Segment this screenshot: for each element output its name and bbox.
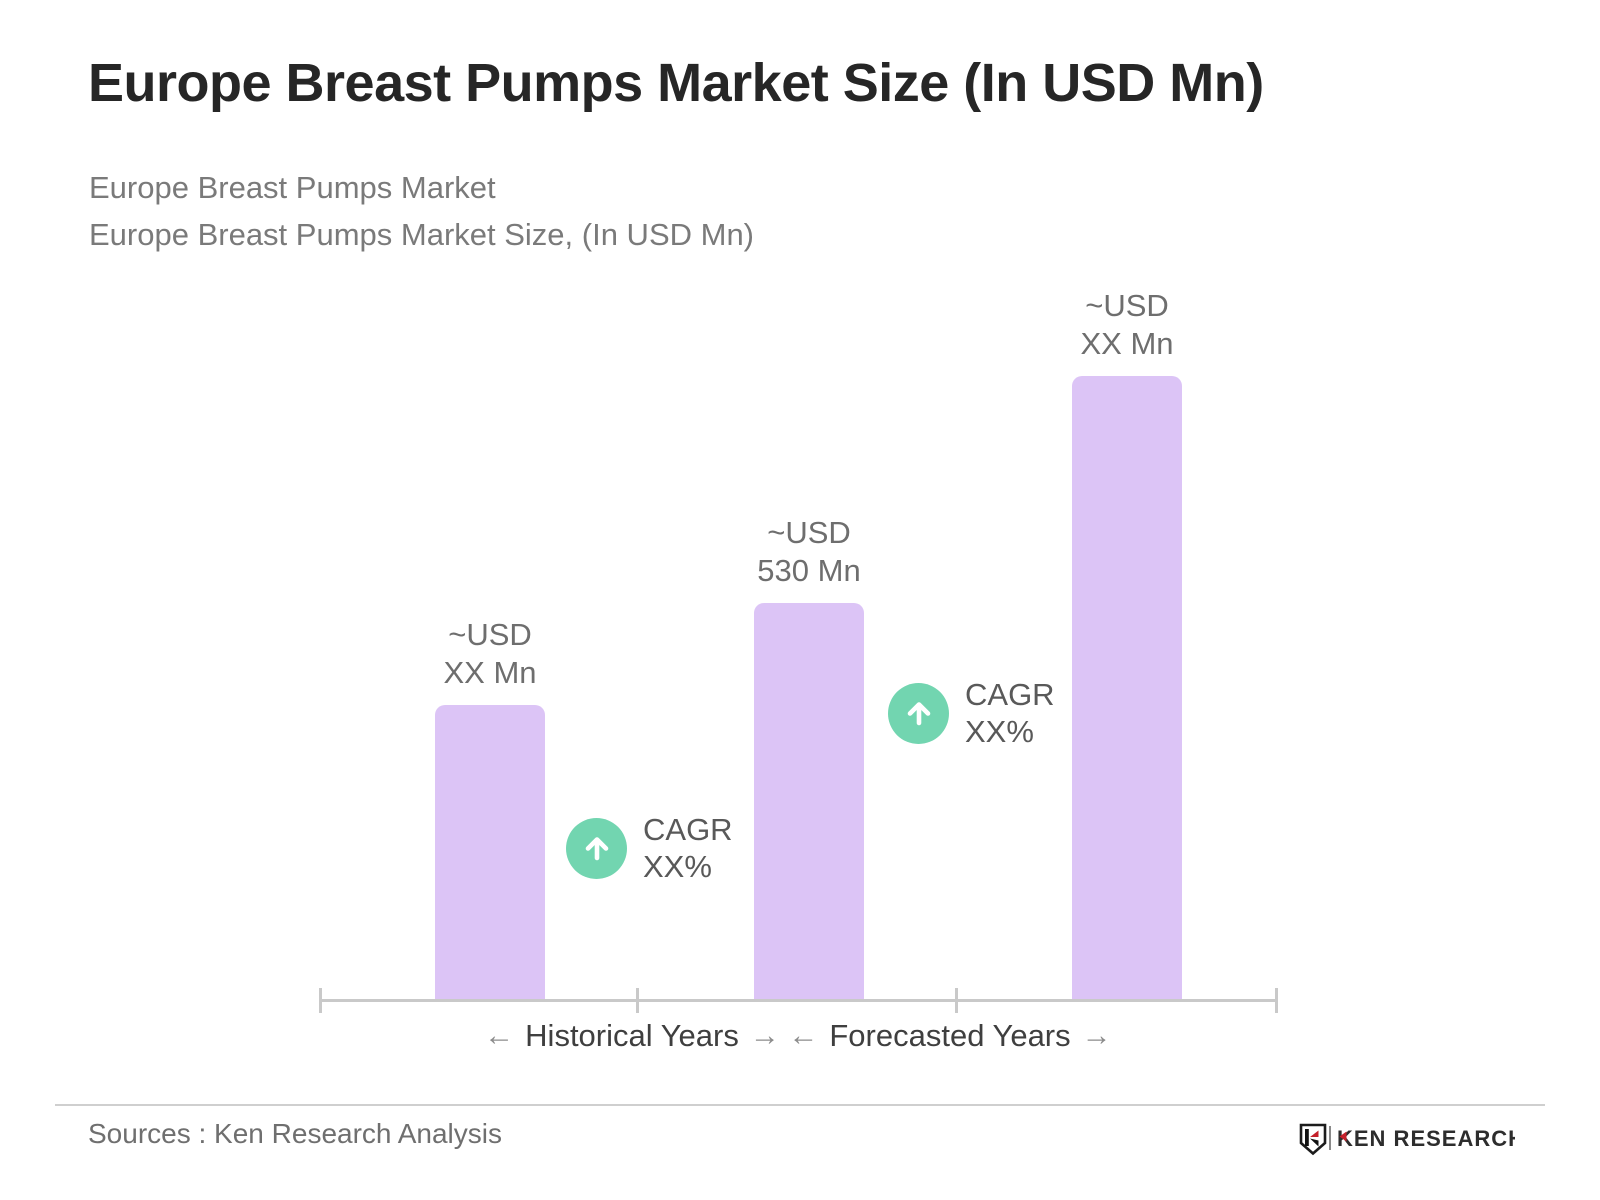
bar-value-line1: ~USD — [767, 515, 851, 550]
bar-value-line1: ~USD — [448, 617, 532, 652]
axis-segment-label: Forecasted Years — [829, 1018, 1071, 1053]
bar-historical-1 — [435, 705, 545, 1000]
x-axis-tick — [955, 988, 958, 1013]
x-axis-tick — [636, 988, 639, 1013]
growth-up-arrow-icon — [888, 682, 949, 744]
footer-divider — [55, 1104, 1545, 1106]
logo-wordmark: KEN RESEARCH — [1337, 1126, 1515, 1151]
left-arrow-icon: ← — [484, 1019, 515, 1052]
cagr-line1: CAGR — [643, 812, 733, 847]
left-arrow-icon: ← — [788, 1019, 819, 1052]
bar-group-historical-2: ~USD 530 Mn — [729, 514, 889, 1000]
cagr-line2: XX% — [643, 849, 712, 884]
cagr-line2: XX% — [965, 714, 1034, 749]
bar-group-forecast: ~USD XX Mn — [1047, 287, 1207, 1000]
cagr-label: CAGR XX% — [965, 676, 1055, 750]
logo-k-red-triangle — [1339, 1131, 1347, 1142]
x-axis-segment-historical: ← Historical Years → — [484, 1018, 780, 1054]
bar-value-label: ~USD XX Mn — [1080, 287, 1173, 363]
growth-up-arrow-icon — [566, 817, 627, 879]
bar-forecast — [1072, 376, 1182, 1000]
up-arrow-icon — [585, 837, 608, 861]
bar-group-historical-1: ~USD XX Mn — [410, 616, 570, 1000]
page-title: Europe Breast Pumps Market Size (In USD … — [88, 53, 1264, 113]
axis-segment-label: Historical Years — [525, 1018, 739, 1053]
bar-historical-2 — [754, 603, 864, 1000]
x-axis-tick — [319, 988, 322, 1013]
logo-separator — [1329, 1126, 1331, 1150]
up-arrow-icon — [907, 702, 930, 726]
x-axis-line — [319, 999, 1278, 1002]
right-arrow-icon: → — [1081, 1019, 1112, 1052]
cagr-line1: CAGR — [965, 677, 1055, 712]
bar-value-line1: ~USD — [1085, 288, 1169, 323]
ken-research-shield-icon — [1299, 1123, 1327, 1156]
bar-value-line2: 530 Mn — [757, 553, 861, 588]
bar-value-line2: XX Mn — [443, 655, 537, 690]
subtitle-line-1: Europe Breast Pumps Market — [89, 170, 496, 205]
source-note: Sources : Ken Research Analysis — [88, 1118, 502, 1149]
subtitle-line-2: Europe Breast Pumps Market Size, (In USD… — [89, 217, 755, 252]
bar-value-line2: XX Mn — [1080, 326, 1174, 361]
ken-research-logo: KEN RESEARCH — [1299, 1123, 1515, 1156]
cagr-label: CAGR XX% — [643, 811, 733, 885]
cagr-annotation-2: CAGR XX% — [888, 676, 1055, 750]
right-arrow-icon: → — [749, 1019, 780, 1052]
bar-value-label: ~USD XX Mn — [443, 616, 536, 692]
x-axis-tick — [1275, 988, 1278, 1013]
bar-value-label: ~USD 530 Mn — [757, 514, 860, 590]
x-axis-segment-forecasted: ← Forecasted Years → — [788, 1018, 1111, 1054]
cagr-annotation-1: CAGR XX% — [566, 811, 733, 885]
